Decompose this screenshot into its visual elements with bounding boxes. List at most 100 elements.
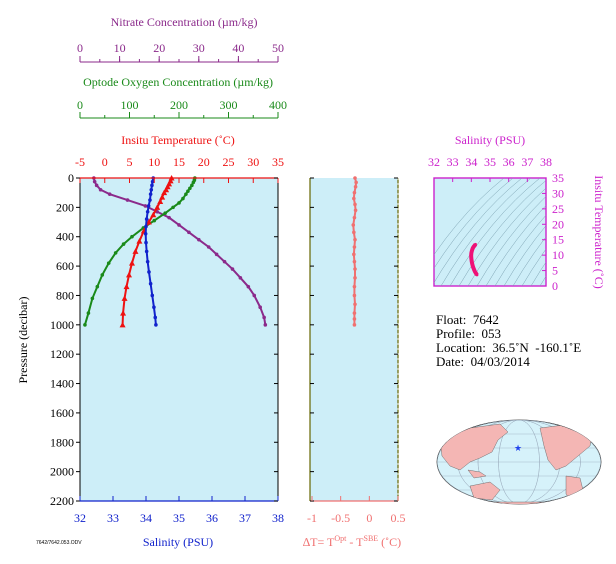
salinity-tick-label: 35 — [173, 511, 185, 525]
salinity-point — [144, 249, 149, 254]
float-location-star-icon: ★ — [514, 443, 522, 453]
ts-salinity-tick-label: 34 — [465, 155, 477, 169]
ts-isopycnal — [512, 236, 546, 286]
ts-salinity-tick-label: 33 — [447, 155, 459, 169]
temperature-tick-label: 25 — [223, 155, 235, 169]
ts-isopycnal — [434, 178, 523, 284]
ts-temperature-axis-title: Insitu Temperature (˚C) — [592, 175, 606, 289]
delta-t-point — [353, 185, 358, 189]
salinity-point — [148, 198, 152, 202]
salinity-tick-label: 38 — [272, 511, 284, 525]
salinity-tick-label: 34 — [140, 511, 152, 525]
pressure-tick-label: 0 — [68, 171, 74, 185]
delta-t-point — [352, 293, 357, 298]
temperature-point — [132, 248, 139, 254]
ts-point — [469, 257, 473, 261]
nitrate-point — [214, 252, 219, 257]
nitrate-point — [98, 187, 103, 192]
float-number: Float: 7642 — [436, 312, 499, 327]
oxygen-tick-label: 400 — [269, 98, 287, 112]
delta-t-point — [353, 302, 357, 307]
pressure-tick-label: 1400 — [50, 377, 74, 391]
ts-isopycnal — [440, 178, 532, 286]
nitrate-tick-label: 20 — [153, 41, 165, 55]
delta-t-point — [352, 317, 357, 321]
temperature-tick-label: 10 — [148, 155, 160, 169]
salinity-axis-title: Salinity (PSU) — [143, 535, 213, 549]
map-longitude-line — [498, 420, 540, 504]
salinity-tick-label: 36 — [206, 511, 218, 525]
salinity-point — [146, 204, 151, 208]
salinity-point — [150, 293, 155, 298]
ts-point — [472, 267, 476, 271]
ts-temperature-tick-label: 30 — [552, 186, 564, 200]
delta-t-tick-label: -1 — [307, 511, 317, 525]
oxygen-point — [163, 211, 167, 216]
oxygen-point — [188, 186, 192, 191]
nitrate-point — [206, 245, 211, 249]
delta-t-point — [353, 276, 357, 280]
temperature-tick-label: 35 — [272, 155, 284, 169]
delta-t-point — [352, 259, 357, 264]
nitrate-point — [143, 204, 148, 208]
nitrate-point — [177, 223, 181, 227]
salinity-point — [154, 323, 158, 327]
salinity-point — [150, 183, 154, 188]
pressure-tick-label: 1200 — [50, 347, 74, 361]
nitrate-point — [92, 179, 97, 184]
ts-salinity-tick-label: 32 — [428, 155, 440, 169]
ts-plot-area — [433, 177, 547, 287]
nitrate-tick-label: 40 — [232, 41, 244, 55]
nitrate-point — [167, 215, 171, 220]
ts-isopycnal — [449, 178, 541, 286]
oxygen-tick-label: 300 — [220, 98, 238, 112]
delta-t-point — [352, 245, 357, 249]
map-landmass — [439, 423, 509, 471]
temperature-point — [157, 198, 164, 204]
oxygen-tick-label: 200 — [170, 98, 188, 112]
nitrate-point — [230, 267, 235, 271]
ts-isopycnal — [458, 180, 546, 286]
temperature-tick-label: 30 — [247, 155, 259, 169]
ts-isopycnal — [503, 225, 546, 286]
nitrate-profile-line — [92, 177, 267, 325]
pressure-tick-label: 1000 — [50, 318, 74, 332]
profile-panel — [79, 175, 279, 502]
float-location: Location: 36.5˚N -160.1˚E — [436, 340, 582, 355]
nitrate-point — [125, 198, 130, 202]
oxygen-point — [86, 311, 91, 315]
oxygen-point — [186, 189, 190, 194]
pressure-tick-label: 800 — [56, 288, 74, 302]
temperature-axis-title: Insitu Temperature (˚C) — [121, 133, 235, 147]
oxygen-point — [95, 284, 100, 289]
nitrate-point — [238, 276, 243, 280]
pressure-tick-label: 200 — [56, 200, 74, 214]
nitrate-point — [187, 230, 191, 235]
salinity-point — [152, 305, 156, 310]
ts-temperature-tick-label: 25 — [552, 202, 564, 216]
oxygen-point — [130, 234, 134, 239]
ts-isopycnal — [521, 248, 546, 286]
nitrate-tick-label: 30 — [193, 41, 205, 55]
profile-plot-area — [80, 178, 278, 501]
delta-t-point — [352, 323, 357, 327]
oxygen-point — [106, 261, 111, 265]
delta-t-line — [352, 177, 358, 325]
salinity-point — [143, 231, 148, 236]
temperature-tick-label: 15 — [173, 155, 185, 169]
temperature-point — [150, 211, 157, 218]
oxygen-axis: Optode Oxygen Concentration (µm/kg) 0 100… — [77, 75, 287, 119]
temperature-tick-label: -5 — [75, 155, 85, 169]
oxygen-point — [184, 192, 188, 196]
nitrate-point — [258, 305, 262, 310]
nitrate-point — [197, 237, 201, 242]
nitrate-point — [94, 183, 99, 188]
delta-t-point — [352, 311, 357, 315]
temperature-point — [121, 295, 128, 301]
oxygen-point — [177, 201, 181, 205]
ts-temperature-tick-label: 0 — [552, 279, 558, 293]
ts-point — [473, 242, 477, 246]
salinity-tick-label: 37 — [239, 511, 251, 525]
